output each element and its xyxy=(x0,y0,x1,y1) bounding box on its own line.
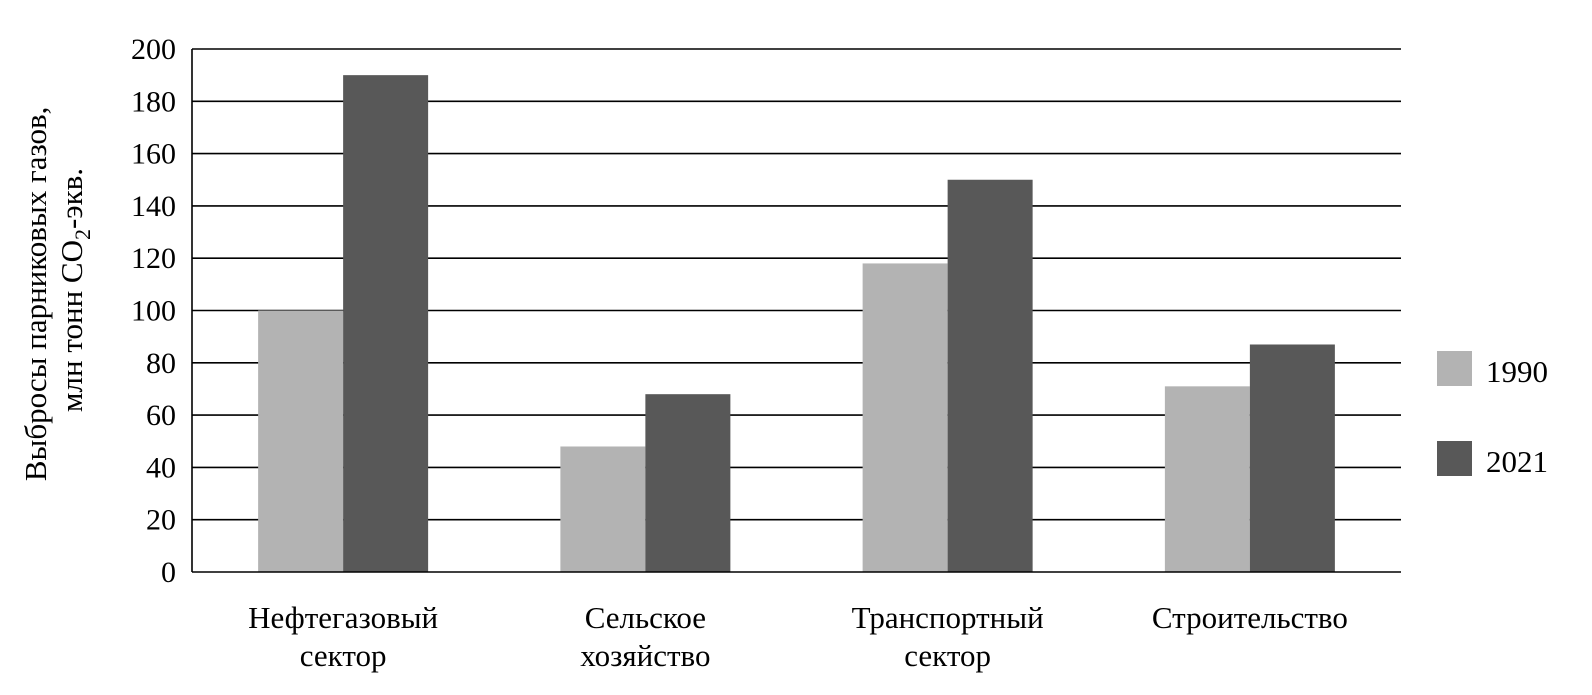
x-category-label: Нефтегазовый сектор xyxy=(248,600,438,673)
y-tick-label: 20 xyxy=(146,504,176,537)
bar-1990-1 xyxy=(560,446,646,572)
bar-1990-0 xyxy=(258,310,344,572)
y-tick-label: 180 xyxy=(131,85,176,118)
bar-1990-2 xyxy=(862,263,948,572)
y-axis-label: Выбросы парниковых газов, млн тонн CO2-э… xyxy=(18,99,95,481)
x-category-label: Сельское хозяйство xyxy=(580,600,710,673)
x-category-label: Строительство xyxy=(1152,600,1348,635)
legend-swatch-1990 xyxy=(1437,351,1472,386)
bars xyxy=(258,75,1335,573)
bar-2021-1 xyxy=(645,394,731,572)
y-tick-label: 120 xyxy=(131,242,176,275)
y-tick-label: 100 xyxy=(131,295,176,328)
legend: 1990 2021 xyxy=(1437,351,1548,479)
bar-2021-2 xyxy=(947,179,1033,572)
y-tick-label: 160 xyxy=(131,138,176,171)
y-tick-label: 40 xyxy=(146,451,176,484)
x-category-label: Транспортный сектор xyxy=(852,600,1044,673)
y-tick-label: 80 xyxy=(146,347,176,380)
axes xyxy=(191,49,1401,573)
y-tick-label: 0 xyxy=(161,556,176,589)
y-axis-label-subscript: 2 xyxy=(70,229,95,240)
bar-2021-0 xyxy=(343,75,429,573)
category-labels: Нефтегазовый сектор Сельское хозяйство Транс… xyxy=(248,600,1348,673)
legend-label-2021: 2021 xyxy=(1486,444,1548,479)
y-tick-label: 140 xyxy=(131,190,176,223)
y-tick-labels: 0 20 40 60 80 100 120 140 160 180 200 xyxy=(131,33,176,589)
y-axis-label-line-1: Выбросы парниковых газов, xyxy=(18,107,53,482)
y-tick-label: 60 xyxy=(146,399,176,432)
y-axis-label-line-2: млн тонн CO2-экв. xyxy=(54,168,95,412)
legend-label-1990: 1990 xyxy=(1486,354,1548,389)
y-tick-label: 200 xyxy=(131,33,176,66)
y-axis-label-unit: млн тонн CO xyxy=(54,240,89,412)
legend-swatch-2021 xyxy=(1437,441,1472,476)
bar-1990-3 xyxy=(1164,386,1250,572)
y-axis-label-suffix: -экв. xyxy=(54,168,89,229)
bar-2021-3 xyxy=(1249,344,1335,572)
